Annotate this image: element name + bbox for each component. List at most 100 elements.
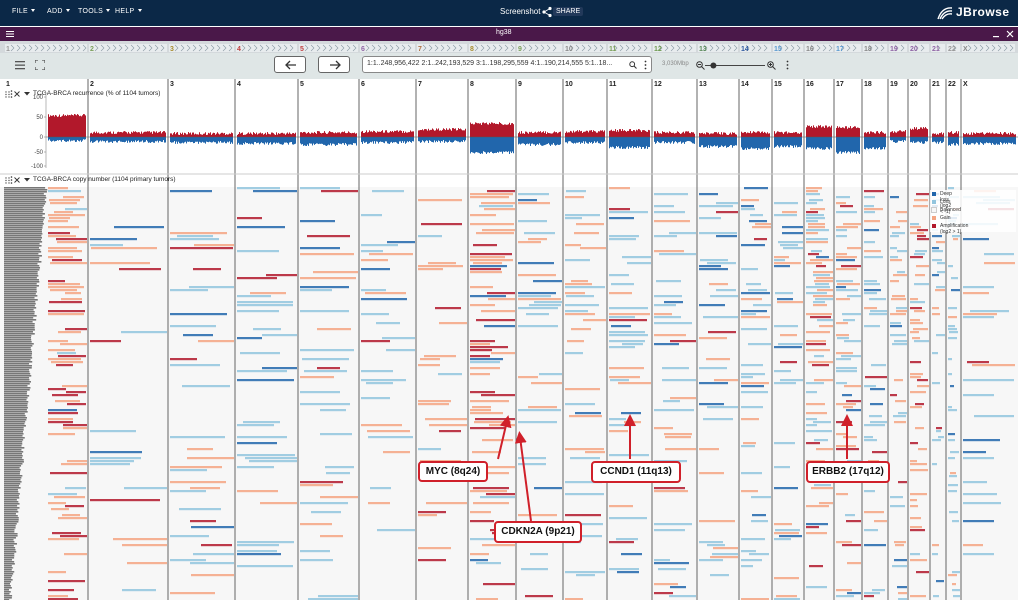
- gain-bar: [119, 132, 120, 137]
- overview-chevron: [914, 44, 919, 52]
- track-list-icon[interactable]: [15, 61, 25, 70]
- cn-segment: [806, 217, 825, 220]
- gain-bar: [154, 131, 155, 137]
- chevron-icon[interactable]: [24, 92, 30, 96]
- gain-bar: [602, 130, 603, 137]
- overview-chevron: [64, 44, 69, 52]
- overview-chromosome[interactable]: [863, 44, 887, 52]
- close-icon[interactable]: [14, 91, 20, 97]
- view-kebab-icon[interactable]: [786, 60, 789, 70]
- zoom-slider-thumb[interactable]: [710, 62, 717, 69]
- overview-chromosome[interactable]: [5, 44, 87, 52]
- help-menu[interactable]: HELP: [115, 8, 142, 15]
- loss-bar: [97, 137, 98, 141]
- view-title[interactable]: hg38: [496, 29, 512, 36]
- cn-segment: [48, 595, 68, 598]
- overview-chromosome[interactable]: [835, 44, 861, 52]
- minimize-icon[interactable]: [992, 30, 1000, 38]
- cn-segment: [320, 409, 346, 412]
- overview-chromosome[interactable]: [360, 44, 415, 52]
- cn-segment: [910, 460, 917, 463]
- overview-chromosome[interactable]: [962, 44, 1015, 52]
- cn-segment: [386, 349, 415, 352]
- location-kebab-icon[interactable]: [644, 60, 647, 70]
- gain-bar: [970, 134, 971, 137]
- pan-right-button[interactable]: [318, 56, 350, 73]
- axis-tick-label: 50: [36, 115, 43, 121]
- loss-bar: [664, 137, 665, 144]
- overview-chromosome[interactable]: [931, 44, 945, 52]
- sample-bar: [4, 215, 43, 217]
- close-icon[interactable]: [14, 177, 20, 183]
- loss-bar: [567, 137, 568, 144]
- overview-chromosome[interactable]: [169, 44, 234, 52]
- gain-bar: [971, 132, 972, 137]
- overview-chromosome[interactable]: [947, 44, 960, 52]
- loss-bar: [655, 137, 656, 144]
- overview-chromosome[interactable]: [236, 44, 297, 52]
- overview-chromosome[interactable]: [698, 44, 738, 52]
- drag-handle-icon[interactable]: [5, 177, 10, 184]
- loss-bar: [627, 137, 628, 147]
- gain-bar: [839, 126, 840, 137]
- chevron-icon[interactable]: [24, 178, 30, 182]
- tools-menu[interactable]: TOOLS: [78, 8, 111, 15]
- loss-bar: [94, 137, 95, 142]
- cn-segment: [774, 523, 792, 526]
- search-icon[interactable]: [629, 61, 637, 69]
- gain-bar: [712, 133, 713, 137]
- overview-chromosome[interactable]: [740, 44, 771, 52]
- loss-bar: [200, 137, 201, 143]
- loss-bar: [893, 137, 894, 143]
- overview-chromosome[interactable]: [417, 44, 467, 52]
- loss-bar: [504, 137, 505, 152]
- cn-segment: [575, 535, 602, 538]
- gain-bar: [992, 132, 993, 137]
- file-menu[interactable]: FILE: [12, 8, 35, 15]
- loss-bar: [866, 137, 867, 148]
- gain-bar: [252, 134, 253, 137]
- loss-bar: [311, 137, 312, 144]
- gain-bar: [876, 131, 877, 137]
- cn-segment: [50, 289, 77, 292]
- loss-bar: [402, 137, 403, 142]
- close-view-icon[interactable]: [1006, 30, 1014, 38]
- overview-chrom-label: 22: [948, 46, 956, 53]
- loss-bar: [709, 137, 710, 148]
- location-input[interactable]: 1:1..248,956,422 2:1..242,193,529 3:1..1…: [362, 56, 652, 73]
- add-menu[interactable]: ADD: [47, 8, 70, 15]
- overview-chromosome[interactable]: [653, 44, 696, 52]
- session-title[interactable]: Screenshot: [500, 7, 541, 16]
- cn-segment: [571, 280, 588, 283]
- gain-bar: [663, 132, 664, 137]
- loss-bar: [971, 137, 972, 144]
- cn-segment: [580, 247, 606, 250]
- cn-segment: [609, 313, 650, 316]
- track-kebab-icon[interactable]: [10, 90, 13, 98]
- share-icon[interactable]: [541, 6, 553, 18]
- loss-bar: [64, 137, 65, 142]
- cn-segment: [806, 340, 826, 343]
- overview-chromosome[interactable]: [299, 44, 358, 52]
- overview-chromosome[interactable]: [909, 44, 929, 52]
- overview-bar[interactable]: 1 2 3 4 5 6 7 8 9 10 11 12 13 14 15 16 17 18 19 20 21 22 X: [0, 41, 1018, 53]
- cn-segment: [836, 445, 856, 448]
- track-kebab-icon[interactable]: [10, 176, 13, 184]
- view-menu-icon[interactable]: [6, 30, 14, 38]
- overview-chromosome[interactable]: [469, 44, 515, 52]
- share-button[interactable]: SHARE: [553, 7, 584, 16]
- overview-chromosomes[interactable]: 1 2 3 4 5 6 7 8 9 10 11 12 13 14 15 16 17 18 19 20 21 22 X: [0, 42, 1018, 54]
- gain-bar: [348, 131, 349, 137]
- zoom-out-icon[interactable]: [696, 61, 705, 70]
- pan-left-button[interactable]: [274, 56, 306, 73]
- recurrence-track-label[interactable]: TCGA-BRCA recurrence (% of 1104 tumors): [4, 89, 160, 99]
- overview-chromosome[interactable]: [608, 44, 651, 52]
- zoom-in-icon[interactable]: [767, 61, 776, 70]
- cn-segment: [699, 448, 719, 451]
- overview-chevron: [76, 44, 81, 52]
- overview-chromosome[interactable]: [805, 44, 833, 52]
- drag-handle-icon[interactable]: [5, 91, 10, 98]
- copynumber-track-label[interactable]: TCGA-BRCA copy number (1104 primary tumo…: [4, 175, 176, 185]
- zoom-slider[interactable]: [705, 61, 765, 70]
- overview-chromosome[interactable]: [517, 44, 562, 52]
